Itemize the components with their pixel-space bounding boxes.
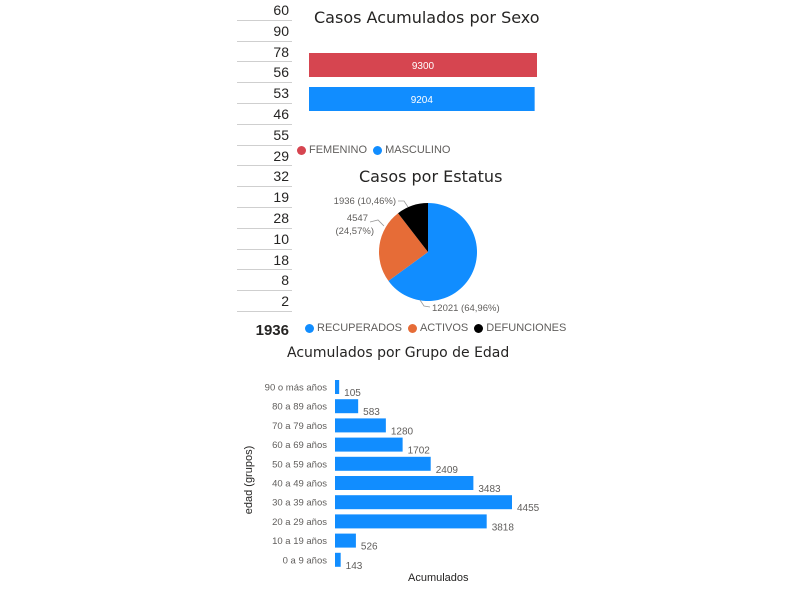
edad-tick-label: 90 o más años xyxy=(265,383,328,394)
pie-label: 4547 xyxy=(347,213,368,224)
edad-bar-label: 4455 xyxy=(517,503,540,514)
edad-bar-label: 1702 xyxy=(408,446,431,457)
edad-bar xyxy=(335,495,512,510)
edad-tick-label: 80 a 89 años xyxy=(272,402,327,413)
edad-bar-label: 526 xyxy=(361,542,378,553)
edad-x-axis-title: Acumulados xyxy=(408,572,469,584)
pie-label: 12021 (64,96%) xyxy=(432,303,500,314)
counts-table-cell: 19 xyxy=(237,187,292,208)
counts-table-cell: 56 xyxy=(237,62,292,84)
edad-bar xyxy=(335,418,386,433)
edad-tick-label: 0 a 9 años xyxy=(283,555,328,566)
sexo-legend-item: MASCULINO xyxy=(373,144,450,156)
counts-table-cell: 29 xyxy=(237,146,292,167)
counts-table-cell: 18 xyxy=(237,250,292,271)
pie-slice-defunciones xyxy=(398,203,428,252)
legend-dot-icon xyxy=(305,323,314,333)
chart-title-sexo: Casos Acumulados por Sexo xyxy=(314,8,540,27)
edad-bar xyxy=(335,514,487,529)
edad-tick-label: 40 a 49 años xyxy=(272,479,327,490)
counts-table-cell: 55 xyxy=(237,125,292,146)
edad-tick-label: 30 a 39 años xyxy=(272,498,327,509)
edad-bar-label: 3818 xyxy=(492,522,515,533)
counts-table-cell: 60 xyxy=(237,0,292,21)
edad-tick-label: 50 a 59 años xyxy=(272,459,327,470)
edad-bar-chart: 90 o más años 105 80 a 89 años 583 70 a 79 a… xyxy=(265,380,540,572)
legend-dot-icon xyxy=(373,145,383,155)
sexo-legend: FEMENINO MASCULINO xyxy=(297,144,456,156)
estatus-legend-item: RECUPERADOS xyxy=(305,322,402,334)
edad-tick-label: 70 a 79 años xyxy=(272,421,327,432)
edad-bar-label: 2409 xyxy=(436,465,459,476)
edad-bar xyxy=(335,380,340,394)
chart-title-estatus: Casos por Estatus xyxy=(359,167,503,186)
counts-table-cell: 53 xyxy=(237,83,292,104)
legend-label: ACTIVOS xyxy=(419,322,469,334)
sexo-legend-item: FEMENINO xyxy=(297,144,367,156)
legend-dot-icon xyxy=(474,323,484,333)
edad-bar-label: 1280 xyxy=(391,426,414,437)
edad-tick-label: 10 a 19 años xyxy=(272,536,327,547)
pie-label: (24,57%) xyxy=(335,226,374,237)
sexo-bar-masculino xyxy=(309,87,535,111)
pie-slice-activos xyxy=(379,213,428,281)
sexo-bar-label: 9204 xyxy=(411,95,434,106)
edad-bar xyxy=(335,437,403,452)
edad-bar xyxy=(335,533,356,548)
edad-bar xyxy=(335,476,474,490)
edad-bar-label: 105 xyxy=(344,388,361,399)
edad-bar xyxy=(335,456,431,471)
edad-y-axis-title: edad (grupos) xyxy=(243,445,255,515)
counts-table: 60 90 78 56 53 46 55 29 32 19 28 10 18 8 2 xyxy=(237,0,292,312)
pie-leader-line xyxy=(369,219,385,227)
pie-slice-recuperados xyxy=(388,203,477,301)
counts-table-cell: 2 xyxy=(237,291,292,312)
legend-label: MASCULINO xyxy=(385,144,451,156)
legend-label: FEMENINO xyxy=(309,144,368,156)
pie-leader-line xyxy=(398,200,409,208)
legend-label: DEFUNCIONES xyxy=(486,322,567,334)
edad-tick-label: 20 a 29 años xyxy=(272,517,327,528)
counts-table-cell: 32 xyxy=(237,166,292,188)
pie-leader-line xyxy=(419,299,431,308)
edad-bar-label: 143 xyxy=(346,561,363,572)
counts-table-cell: 78 xyxy=(237,42,292,63)
estatus-legend-item: DEFUNCIONES xyxy=(474,322,566,334)
chart-title-edad: Acumulados por Grupo de Edad xyxy=(287,345,510,361)
legend-dot-icon xyxy=(407,323,417,333)
sexo-bar-femenino xyxy=(309,53,537,77)
edad-bar xyxy=(335,399,359,414)
counts-table-cell: 90 xyxy=(237,21,292,42)
estatus-legend: RECUPERADOS ACTIVOS DEFUNCIONES xyxy=(305,322,572,334)
legend-dot-icon xyxy=(297,145,306,155)
pie-label: 1936 (10,46%) xyxy=(334,196,396,207)
estatus-pie-chart: 12021 (64,96%) 4547 (24,57%) 1936 (10,46%) xyxy=(334,196,500,314)
edad-bar-label: 583 xyxy=(363,407,380,418)
counts-table-cell: 28 xyxy=(237,208,292,229)
edad-bar xyxy=(335,552,341,567)
sexo-bar-chart: 9300 9204 xyxy=(309,53,537,111)
counts-table-cell: 46 xyxy=(237,104,292,125)
estatus-legend-item: ACTIVOS xyxy=(407,322,469,334)
counts-total: 1936 xyxy=(255,322,289,339)
counts-table-cell: 8 xyxy=(237,270,292,292)
edad-tick-label: 60 a 69 años xyxy=(272,440,327,451)
sexo-bar-label: 9300 xyxy=(412,61,435,72)
edad-bar-label: 3483 xyxy=(478,484,501,495)
legend-label: RECUPERADOS xyxy=(317,322,402,334)
counts-table-cell: 10 xyxy=(237,229,292,250)
